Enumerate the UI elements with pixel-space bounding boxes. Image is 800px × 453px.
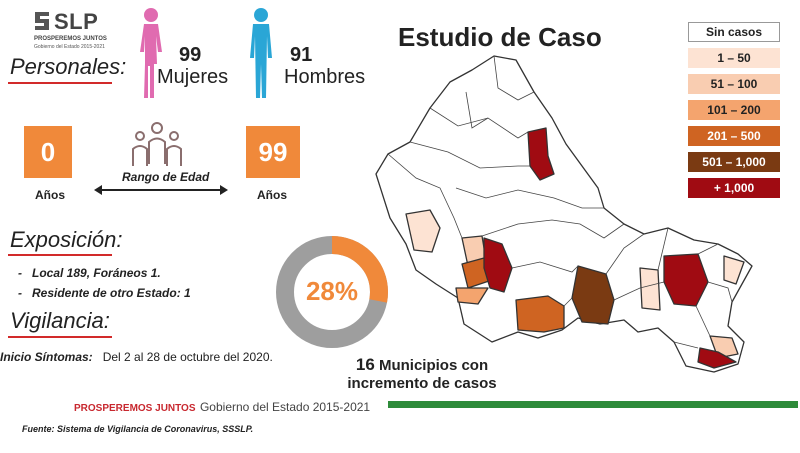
municipio-dark-red-4 bbox=[697, 347, 737, 369]
exposicion-title: Exposición: bbox=[10, 227, 123, 252]
sintomas-value: Del 2 al 28 de octubre del 2020. bbox=[102, 350, 273, 364]
personales-underline bbox=[8, 82, 112, 84]
sintomas-label: Inicio Síntomas: bbox=[0, 350, 93, 364]
logo-text: SLP bbox=[54, 9, 99, 34]
donut-fill bbox=[276, 236, 388, 348]
municipios-text: 16 Municipios con incremento de casos bbox=[322, 356, 522, 393]
legend-item: 201 – 500 bbox=[688, 126, 780, 146]
footer-green-bar bbox=[388, 401, 798, 408]
municipio-light-4 bbox=[639, 267, 661, 311]
municipio-borders bbox=[387, 55, 733, 349]
municipio-orange-2 bbox=[515, 295, 565, 333]
page-title: Estudio de Caso bbox=[398, 22, 602, 52]
legend-item: Sin casos bbox=[688, 22, 780, 42]
legend-item: + 1,000 bbox=[688, 178, 780, 198]
double-arrow-icon bbox=[94, 185, 228, 195]
vigilancia-title: Vigilancia: bbox=[10, 308, 110, 333]
logo-subtitle: PROSPEREMOS JUNTOS bbox=[34, 36, 107, 42]
exposicion-item-text: Residente de otro Estado: 1 bbox=[32, 286, 191, 300]
logo-subtitle-2: Gobierno del Estado 2015-2021 bbox=[34, 44, 105, 50]
max-age-box: 99 bbox=[246, 126, 300, 178]
exposicion-item-text: Local 189, Foráneos 1. bbox=[32, 266, 161, 280]
mujeres-label: Mujeres bbox=[157, 66, 229, 88]
female-icon bbox=[140, 8, 162, 98]
source-note: Fuente: Sistema de Vigilancia de Coronav… bbox=[22, 424, 254, 434]
age-range-label: Rango de Edad bbox=[122, 170, 210, 184]
sintomas-line: Inicio Síntomas: Del 2 al 28 de octubre … bbox=[0, 350, 273, 364]
legend-item: 51 – 100 bbox=[688, 74, 780, 94]
municipio-light-3 bbox=[455, 287, 489, 305]
hombres-count: 91 bbox=[290, 44, 313, 66]
legend-item: 101 – 200 bbox=[688, 100, 780, 120]
legend-item: 1 – 50 bbox=[688, 48, 780, 68]
municipios-line1: Municipios con bbox=[378, 357, 489, 374]
footer-government: Gobierno del Estado 2015-2021 bbox=[199, 400, 371, 414]
male-icon bbox=[250, 8, 272, 98]
state-map bbox=[375, 55, 753, 373]
min-age-label: Años bbox=[35, 188, 65, 202]
footer-slogan: PROSPEREMOS JUNTOS bbox=[74, 403, 196, 414]
exposicion-underline bbox=[8, 254, 112, 256]
mujeres-count: 99 bbox=[179, 44, 202, 66]
legend: Sin casos 1 – 50 51 – 100 101 – 200 201 – 50… bbox=[688, 22, 780, 204]
footer-brand: PROSPEREMOS JUNTOS Gobierno del Estado 2… bbox=[74, 398, 370, 416]
personales-title: Personales: bbox=[10, 54, 127, 79]
exposicion-item: - Residente de otro Estado: 1 bbox=[18, 286, 191, 300]
max-age-label: Años bbox=[257, 188, 287, 202]
municipio-light bbox=[405, 209, 441, 253]
percent-donut bbox=[276, 236, 388, 348]
legend-item: 501 – 1,000 bbox=[688, 152, 780, 172]
min-age-box: 0 bbox=[24, 126, 72, 178]
slp-logo-icon bbox=[35, 12, 49, 30]
municipios-count: 16 bbox=[355, 355, 375, 374]
municipios-line2: incremento de casos bbox=[347, 375, 497, 392]
exposicion-item: - Local 189, Foráneos 1. bbox=[18, 266, 161, 280]
hombres-label: Hombres bbox=[284, 66, 366, 88]
municipio-dark-red-2 bbox=[483, 237, 513, 293]
municipio-light-5 bbox=[723, 255, 745, 285]
percent-label: 28% bbox=[305, 276, 359, 306]
people-group-icon bbox=[132, 122, 182, 166]
vigilancia-underline bbox=[8, 336, 112, 338]
